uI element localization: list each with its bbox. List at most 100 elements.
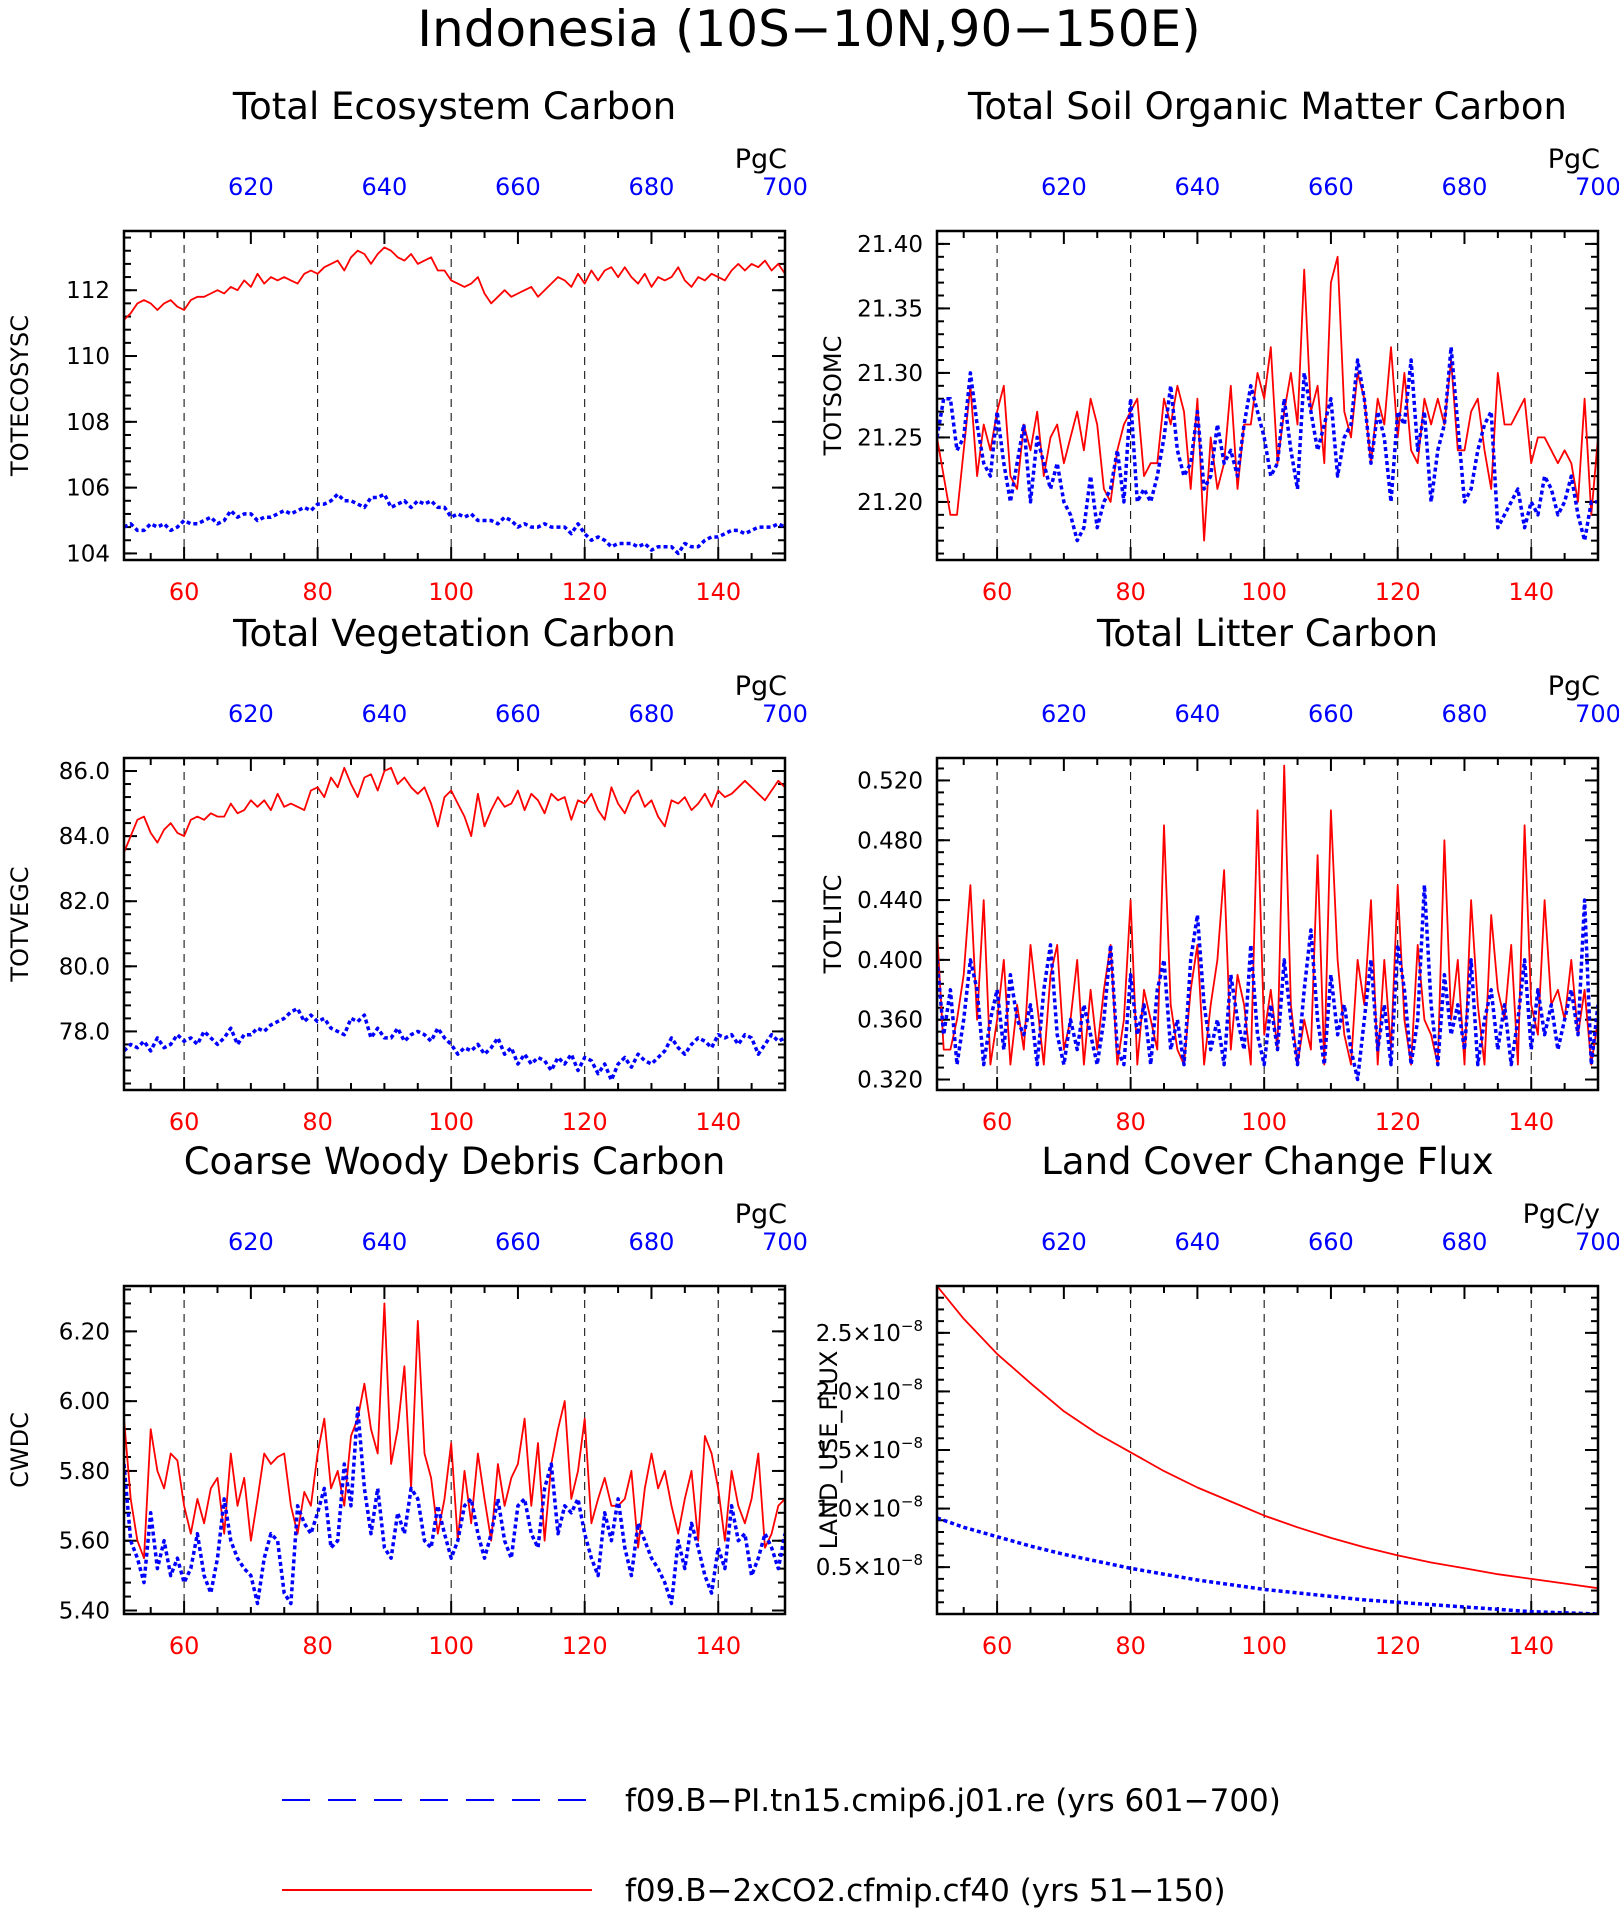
x-tick-label: 80 (1115, 578, 1146, 606)
y-tick-label: 6.00 (59, 1389, 110, 1415)
units-label: PgC (1548, 144, 1600, 175)
x2-tick-label: 620 (228, 700, 274, 728)
x-tick-label: 120 (1375, 578, 1421, 606)
y-tick-label: 110 (66, 344, 110, 370)
x-tick-label: 120 (1375, 1108, 1421, 1136)
x2-tick-label: 640 (361, 700, 407, 728)
x-tick-label: 60 (169, 1632, 200, 1660)
plot-frame (122, 229, 787, 562)
units-label: PgC (735, 671, 787, 702)
y-tick-label: 112 (66, 278, 110, 304)
y-axis-label: TOTECOSYSC (6, 315, 34, 477)
x-tick-label: 140 (1508, 578, 1554, 606)
y-tick-label: 5.40 (59, 1599, 110, 1625)
x-tick-label: 60 (169, 578, 200, 606)
chart-title: Total Litter Carbon (1096, 612, 1438, 655)
chart-title: Total Vegetation Carbon (232, 612, 676, 655)
y-tick-label: 1.0×10−8 (816, 1493, 923, 1523)
y-tick-label: 5.80 (59, 1459, 110, 1485)
x2-tick-label: 680 (629, 700, 675, 728)
series-line-2xco2 (937, 1286, 1598, 1590)
y-axis-label: LAND_USE_FLUX (815, 1351, 843, 1550)
chart-panel-3: Total Vegetation Carbon PgC 60 80 100 120 140 6… (6, 612, 808, 1136)
units-label: PgC (1548, 671, 1600, 702)
x2-tick-label: 700 (1575, 1228, 1619, 1256)
x2-tick-label: 660 (495, 1228, 541, 1256)
y-axis-label: CWDC (6, 1412, 34, 1488)
x2-tick-label: 680 (1442, 1228, 1488, 1256)
y-tick-label: 0.5×10−8 (816, 1551, 923, 1581)
y-tick-label: 78.0 (59, 1019, 110, 1045)
x2-tick-label: 640 (1174, 700, 1220, 728)
series-line-2xco2 (937, 764, 1598, 1066)
series-line-pi-control (124, 492, 785, 556)
y-tick-label: 0.360 (857, 1008, 923, 1034)
y-tick-label: 80.0 (59, 954, 110, 980)
plot-frame (935, 756, 1600, 1092)
x2-tick-label: 620 (1041, 1228, 1087, 1256)
x-tick-label: 60 (169, 1108, 200, 1136)
y-tick-label: 86.0 (59, 759, 110, 785)
legend: f09.B−PI.tn15.cmip6.j01.re (yrs 601−700)… (282, 1783, 1281, 1909)
main-title: Indonesia (10S−10N,90−150E) (417, 0, 1200, 58)
y-axis-label: TOTLITC (819, 875, 847, 975)
x-tick-label: 140 (1508, 1632, 1554, 1660)
y-tick-label: 21.20 (857, 490, 923, 516)
series-line-pi-control (937, 883, 1598, 1082)
y-tick-label: 5.60 (59, 1529, 110, 1555)
x-tick-label: 60 (982, 578, 1013, 606)
y-tick-label: 108 (66, 410, 110, 436)
x2-tick-label: 620 (228, 1228, 274, 1256)
x-tick-label: 100 (428, 1632, 474, 1660)
series-line-2xco2 (937, 255, 1598, 542)
x2-tick-label: 660 (1308, 173, 1354, 201)
x2-tick-label: 640 (1174, 1228, 1220, 1256)
x2-tick-label: 660 (495, 173, 541, 201)
chart-panel-4: Total Litter Carbon PgC 60 80 100 120 140 620 64… (819, 612, 1619, 1136)
y-tick-label: 1.5×10−8 (816, 1434, 923, 1464)
y-tick-label: 21.40 (857, 232, 923, 258)
y-tick-label: 0.480 (857, 828, 923, 854)
x2-tick-label: 660 (1308, 1228, 1354, 1256)
units-label: PgC (735, 1199, 787, 1230)
chart-title: Land Cover Change Flux (1041, 1140, 1493, 1183)
x-tick-label: 140 (695, 578, 741, 606)
y-tick-label: 0.440 (857, 888, 923, 914)
y-tick-label: 84.0 (59, 824, 110, 850)
x2-tick-label: 680 (629, 1228, 675, 1256)
series-line-pi-control (124, 1006, 785, 1082)
x-tick-label: 80 (302, 1632, 333, 1660)
x2-tick-label: 620 (1041, 173, 1087, 201)
legend-label-2xco2: f09.B−2xCO2.cfmip.cf40 (yrs 51−150) (625, 1873, 1226, 1909)
chart-title: Total Soil Organic Matter Carbon (967, 85, 1567, 128)
y-tick-label: 21.30 (857, 361, 923, 387)
plot-frame (122, 1284, 787, 1616)
x-tick-label: 120 (562, 1632, 608, 1660)
panels: Total Ecosystem Carbon PgC 60 80 100 120 140 62… (6, 85, 1619, 1660)
x-tick-label: 100 (428, 1108, 474, 1136)
x-tick-label: 140 (695, 1632, 741, 1660)
y-axis-label: TOTSOMC (819, 336, 847, 457)
chart-title: Coarse Woody Debris Carbon (184, 1140, 726, 1183)
x2-tick-label: 680 (1442, 700, 1488, 728)
x-tick-label: 120 (562, 1108, 608, 1136)
y-tick-label: 104 (66, 541, 110, 567)
y-tick-label: 21.35 (857, 296, 923, 322)
series-line-pi-control (937, 1516, 1598, 1614)
series-line-2xco2 (124, 766, 785, 853)
x-tick-label: 140 (695, 1108, 741, 1136)
y-tick-label: 0.320 (857, 1068, 923, 1094)
x-tick-label: 80 (1115, 1632, 1146, 1660)
series-line-2xco2 (124, 246, 785, 321)
units-label: PgC (735, 144, 787, 175)
x2-tick-label: 700 (762, 173, 808, 201)
x2-tick-label: 700 (762, 700, 808, 728)
x-tick-label: 100 (428, 578, 474, 606)
series-line-2xco2 (124, 1302, 785, 1560)
y-tick-label: 6.20 (59, 1319, 110, 1345)
chart-panel-5: Coarse Woody Debris Carbon PgC 60 80 100 120 1… (6, 1140, 808, 1660)
x2-tick-label: 700 (1575, 173, 1619, 201)
plot-frame (935, 229, 1600, 562)
series-line-pi-control (937, 345, 1598, 543)
